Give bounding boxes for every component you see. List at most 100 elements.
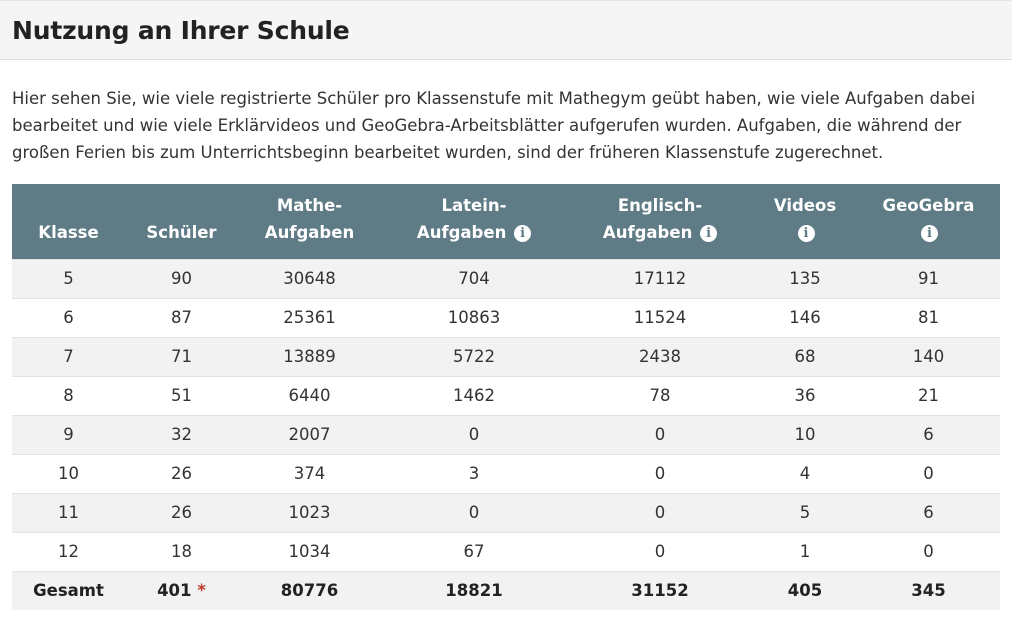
total-geogebra: 345 — [857, 570, 1000, 610]
cell-latein: 0 — [381, 414, 567, 454]
total-mathe: 80776 — [238, 570, 381, 610]
cell-schueler: 71 — [125, 336, 238, 376]
cell-schueler: 26 — [125, 492, 238, 532]
cell-latein: 67 — [381, 531, 567, 571]
cell-schueler: 87 — [125, 297, 238, 337]
cell-videos: 1 — [753, 531, 857, 571]
header-englisch: Englisch- Aufgaben i — [567, 184, 753, 259]
cell-klasse: 6 — [12, 297, 125, 337]
cell-geogebra: 6 — [857, 414, 1000, 454]
cell-englisch: 0 — [567, 453, 753, 493]
cell-mathe: 1034 — [238, 531, 381, 571]
total-englisch: 31152 — [567, 570, 753, 610]
cell-latein: 704 — [381, 258, 567, 298]
cell-klasse: 11 — [12, 492, 125, 532]
cell-videos: 36 — [753, 375, 857, 415]
table-row: 7 71 13889 5722 2438 68 140 — [12, 336, 1000, 376]
header-mathe-line2: Aufgaben — [264, 222, 355, 242]
header-klasse: Klasse — [38, 222, 99, 242]
total-schueler: 401 — [157, 581, 192, 601]
header-geogebra: GeoGebra i — [857, 184, 1000, 259]
header-videos-label: Videos — [773, 195, 837, 215]
header-latein-line1: Latein- — [441, 195, 507, 215]
cell-klasse: 10 — [12, 453, 125, 493]
header-geogebra-label: GeoGebra — [882, 195, 975, 215]
cell-geogebra: 0 — [857, 453, 1000, 493]
cell-englisch: 78 — [567, 375, 753, 415]
header-videos-icon-wrap: i — [757, 219, 853, 246]
total-latein: 18821 — [381, 570, 567, 610]
cell-geogebra: 0 — [857, 531, 1000, 571]
footnote-star[interactable]: * — [197, 581, 206, 601]
cell-videos: 68 — [753, 336, 857, 376]
header-latein-line2-wrap: Aufgaben i — [385, 219, 563, 246]
header-schueler: Schüler — [146, 222, 217, 242]
usage-table: Klasse Schüler Mathe- Aufgaben Latein- A… — [12, 184, 1000, 610]
cell-videos: 10 — [753, 414, 857, 454]
header-latein-line2: Aufgaben — [416, 222, 507, 242]
cell-mathe: 13889 — [238, 336, 381, 376]
cell-geogebra: 140 — [857, 336, 1000, 376]
cell-geogebra: 21 — [857, 375, 1000, 415]
cell-geogebra: 91 — [857, 258, 1000, 298]
cell-englisch: 11524 — [567, 297, 753, 337]
cell-mathe: 2007 — [238, 414, 381, 454]
cell-mathe: 30648 — [238, 258, 381, 298]
cell-klasse: 9 — [12, 414, 125, 454]
table-header-row: Klasse Schüler Mathe- Aufgaben Latein- A… — [12, 184, 1000, 259]
cell-schueler: 26 — [125, 453, 238, 493]
cell-englisch: 0 — [567, 531, 753, 571]
cell-videos: 146 — [753, 297, 857, 337]
cell-schueler: 32 — [125, 414, 238, 454]
cell-mathe: 6440 — [238, 375, 381, 415]
table-row: 5 90 30648 704 17112 135 91 — [12, 258, 1000, 298]
cell-latein: 10863 — [381, 297, 567, 337]
cell-geogebra: 81 — [857, 297, 1000, 337]
cell-videos: 135 — [753, 258, 857, 298]
cell-englisch: 2438 — [567, 336, 753, 376]
cell-schueler: 18 — [125, 531, 238, 571]
total-row: Gesamt 401 * 80776 18821 31152 405 345 — [12, 570, 1000, 610]
table-row: 9 32 2007 0 0 10 6 — [12, 414, 1000, 454]
cell-klasse: 12 — [12, 531, 125, 571]
cell-schueler: 51 — [125, 375, 238, 415]
header-englisch-line2: Aufgaben — [602, 222, 693, 242]
header-videos: Videos i — [753, 184, 857, 259]
cell-geogebra: 6 — [857, 492, 1000, 532]
info-icon[interactable]: i — [700, 224, 718, 242]
cell-latein: 0 — [381, 492, 567, 532]
cell-englisch: 17112 — [567, 258, 753, 298]
table-row: 12 18 1034 67 0 1 0 — [12, 531, 1000, 571]
info-icon[interactable]: i — [514, 224, 532, 242]
intro-text: Hier sehen Sie, wie viele registrierte S… — [12, 89, 976, 162]
total-videos: 405 — [753, 570, 857, 610]
cell-klasse: 7 — [12, 336, 125, 376]
table-row: 11 26 1023 0 0 5 6 — [12, 492, 1000, 532]
cell-englisch: 0 — [567, 492, 753, 532]
cell-videos: 5 — [753, 492, 857, 532]
page-header: Nutzung an Ihrer Schule — [0, 0, 1012, 60]
cell-mathe: 1023 — [238, 492, 381, 532]
header-mathe-line1: Mathe- — [276, 195, 343, 215]
header-englisch-line2-wrap: Aufgaben i — [571, 219, 749, 246]
info-icon[interactable]: i — [921, 224, 938, 242]
cell-latein: 1462 — [381, 375, 567, 415]
cell-mathe: 25361 — [238, 297, 381, 337]
info-icon[interactable]: i — [797, 224, 815, 242]
header-geogebra-icon-wrap: i — [861, 219, 996, 246]
total-label: Gesamt — [12, 570, 125, 610]
header-englisch-line1: Englisch- — [617, 195, 703, 215]
cell-videos: 4 — [753, 453, 857, 493]
table-row: 8 51 6440 1462 78 36 21 — [12, 375, 1000, 415]
total-schueler-cell: 401 * — [125, 570, 238, 610]
cell-schueler: 90 — [125, 258, 238, 298]
cell-klasse: 8 — [12, 375, 125, 415]
table-row: 10 26 374 3 0 4 0 — [12, 453, 1000, 493]
cell-englisch: 0 — [567, 414, 753, 454]
header-mathe: Mathe- Aufgaben — [238, 184, 381, 259]
cell-klasse: 5 — [12, 258, 125, 298]
cell-latein: 3 — [381, 453, 567, 493]
cell-mathe: 374 — [238, 453, 381, 493]
header-latein: Latein- Aufgaben i — [381, 184, 567, 259]
page-title: Nutzung an Ihrer Schule — [12, 15, 350, 45]
